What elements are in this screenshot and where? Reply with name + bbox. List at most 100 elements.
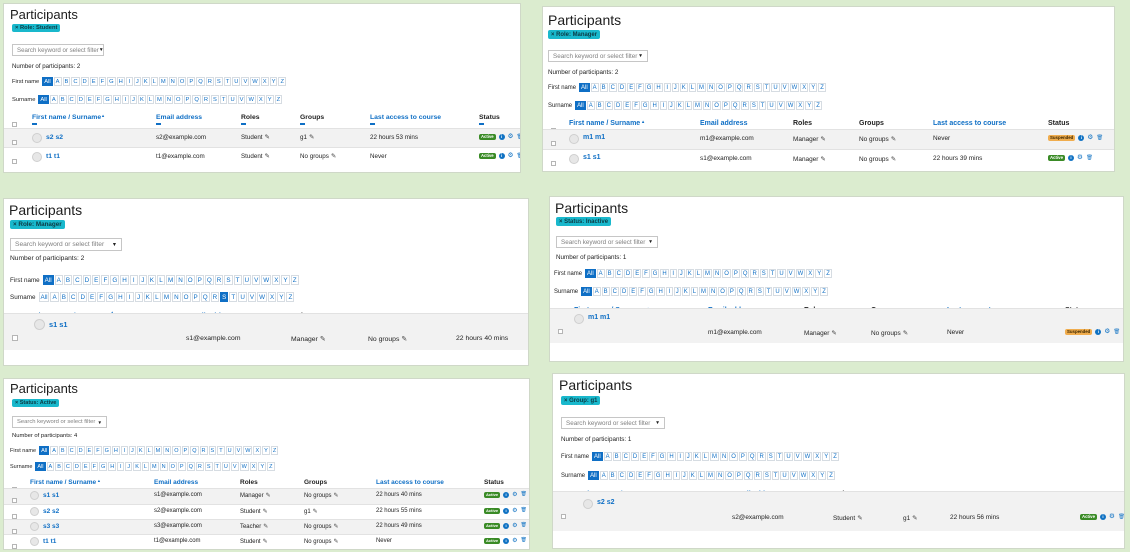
trash-icon[interactable]: 🗑 [520,491,527,497]
first-name-filter-letter-i[interactable]: I [669,269,677,278]
pencil-icon[interactable]: ✎ [912,515,918,522]
surname-filter-letter-i[interactable]: I [121,95,129,104]
first-name-filter-letter-s[interactable]: S [224,275,233,285]
surname-filter-letter-k[interactable]: K [137,95,146,104]
surname-filter-letter-e[interactable]: E [629,287,638,296]
surname-filter-letter-p[interactable]: P [727,287,736,296]
first-name-filter-letter-n[interactable]: N [176,275,185,285]
pencil-icon[interactable]: ✎ [262,539,268,545]
surname-filter-letter-b[interactable]: B [601,287,610,296]
first-name-filter-letter-d[interactable]: D [630,452,640,461]
surname-filter-letter-a[interactable]: A [50,292,59,302]
first-name-filter-letter-b[interactable]: B [599,83,608,92]
row-checkbox[interactable] [12,544,17,549]
first-name-filter-letter-y[interactable]: Y [281,275,290,285]
first-name-filter-letter-e[interactable]: E [85,446,94,455]
surname-filter-letter-u[interactable]: U [238,292,247,302]
first-name-filter-letter-z[interactable]: Z [818,83,826,92]
trash-icon[interactable]: 🗑 [516,134,520,140]
first-name-filter-letter-a[interactable]: A [603,452,612,461]
surname-filter-letter-h[interactable]: H [116,292,125,302]
first-name-filter-letter-g[interactable]: G [107,77,116,86]
surname-filter-letter-a[interactable]: A [586,101,595,110]
surname-filter-letter-m[interactable]: M [155,95,164,104]
first-name-filter-letter-o[interactable]: O [177,77,187,86]
first-name-filter-letter-u[interactable]: U [232,77,241,86]
info-icon[interactable]: i [503,492,510,499]
surname-filter-letter-b[interactable]: B [58,95,67,104]
surname-filter-letter-l[interactable]: L [152,292,161,302]
info-icon[interactable]: i [503,508,510,515]
first-name-filter-letter-l[interactable]: L [145,446,153,455]
surname-filter-letter-j[interactable]: J [125,462,133,471]
first-name-filter-letter-v[interactable]: V [780,83,789,92]
search-filter-select[interactable]: Search keyword or select filter ▼ [10,238,122,251]
info-icon[interactable]: i [1095,329,1102,336]
first-name-filter-letter-h[interactable]: H [660,269,669,278]
first-name-filter-letter-t[interactable]: T [768,269,777,278]
first-name-filter-letter-j[interactable]: J [684,452,692,461]
surname-filter-letter-n[interactable]: N [716,471,725,480]
surname-filter-letter-y[interactable]: Y [277,292,286,302]
first-name-filter-letter-w[interactable]: W [243,446,253,455]
surname-filter-letter-all[interactable]: All [588,471,599,480]
first-name-filter-letter-l[interactable]: L [157,275,165,285]
pencil-icon[interactable]: ✎ [263,524,269,530]
sort-asc-icon[interactable]: ▲ [97,478,101,483]
active-filter-badge[interactable]: × Role: Manager [10,220,65,229]
first-name-filter-letter-d[interactable]: D [76,446,85,455]
column-header-name[interactable]: First name / Surname [32,114,102,121]
participant-name-link[interactable]: s2 s2 [597,499,615,506]
surname-filter-letter-x[interactable]: X [802,287,811,296]
surname-filter-letter-o[interactable]: O [168,462,177,471]
surname-filter-letter-h[interactable]: H [656,287,665,296]
surname-filter-letter-v[interactable]: V [247,292,257,302]
surname-filter-letter-y[interactable]: Y [811,287,820,296]
surname-filter-letter-l[interactable]: L [141,462,149,471]
first-name-filter-letter-o[interactable]: O [185,275,195,285]
pencil-icon[interactable]: ✎ [330,153,337,160]
surname-filter-letter-v[interactable]: V [237,95,246,104]
active-filter-badge[interactable]: × Role: Manager [548,30,601,39]
first-name-filter-letter-n[interactable]: N [706,83,716,92]
first-name-filter-letter-t[interactable]: T [233,275,242,285]
first-name-filter-letter-x[interactable]: X [253,446,262,455]
first-name-filter-letter-y[interactable]: Y [269,77,278,86]
pencil-icon[interactable]: ✎ [319,336,326,343]
first-name-filter-letter-r[interactable]: R [757,452,766,461]
surname-filter-letter-u[interactable]: U [228,95,237,104]
surname-filter-letter-p[interactable]: P [183,95,192,104]
pencil-icon[interactable]: ✎ [890,136,897,143]
search-filter-select[interactable]: Search keyword or select filter ▼ [548,50,648,62]
first-name-filter-letter-m[interactable]: M [153,446,163,455]
first-name-filter-letter-f[interactable]: F [642,269,650,278]
surname-filter-letter-y[interactable]: Y [805,101,814,110]
surname-filter-letter-x[interactable]: X [268,292,277,302]
column-header-email[interactable]: Email address [700,120,748,127]
first-name-filter-letter-t[interactable]: T [775,452,784,461]
pencil-icon[interactable]: ✎ [333,524,339,530]
info-icon[interactable]: i [1068,155,1074,162]
participant-name-link[interactable]: m1 m1 [588,314,611,321]
pencil-icon[interactable]: ✎ [820,136,826,143]
first-name-filter-letter-a[interactable]: A [54,275,63,285]
pencil-icon[interactable]: ✎ [902,330,909,337]
first-name-filter-letter-q[interactable]: Q [190,446,199,455]
pencil-icon[interactable]: ✎ [262,509,268,515]
surname-filter-letter-a[interactable]: A [49,95,58,104]
first-name-filter-letter-q[interactable]: Q [204,275,214,285]
surname-filter-letter-a[interactable]: A [599,471,608,480]
first-name-filter-letter-w[interactable]: W [789,83,800,92]
first-name-filter-letter-p[interactable]: P [187,77,196,86]
first-name-filter-letter-e[interactable]: E [627,83,636,92]
surname-filter-letter-x[interactable]: X [809,471,818,480]
first-name-filter-letter-i[interactable]: I [129,275,138,285]
gear-icon[interactable]: ⚙ [1087,134,1094,141]
surname-filter-letter-r[interactable]: R [740,101,749,110]
surname-filter-letter-m[interactable]: M [149,462,159,471]
first-name-filter-letter-x[interactable]: X [806,269,815,278]
active-filter-badge[interactable]: × Status: Active [12,399,60,407]
first-name-filter-letter-l[interactable]: L [701,452,709,461]
first-name-filter-letter-i[interactable]: I [663,83,671,92]
surname-filter-letter-u[interactable]: U [773,287,782,296]
